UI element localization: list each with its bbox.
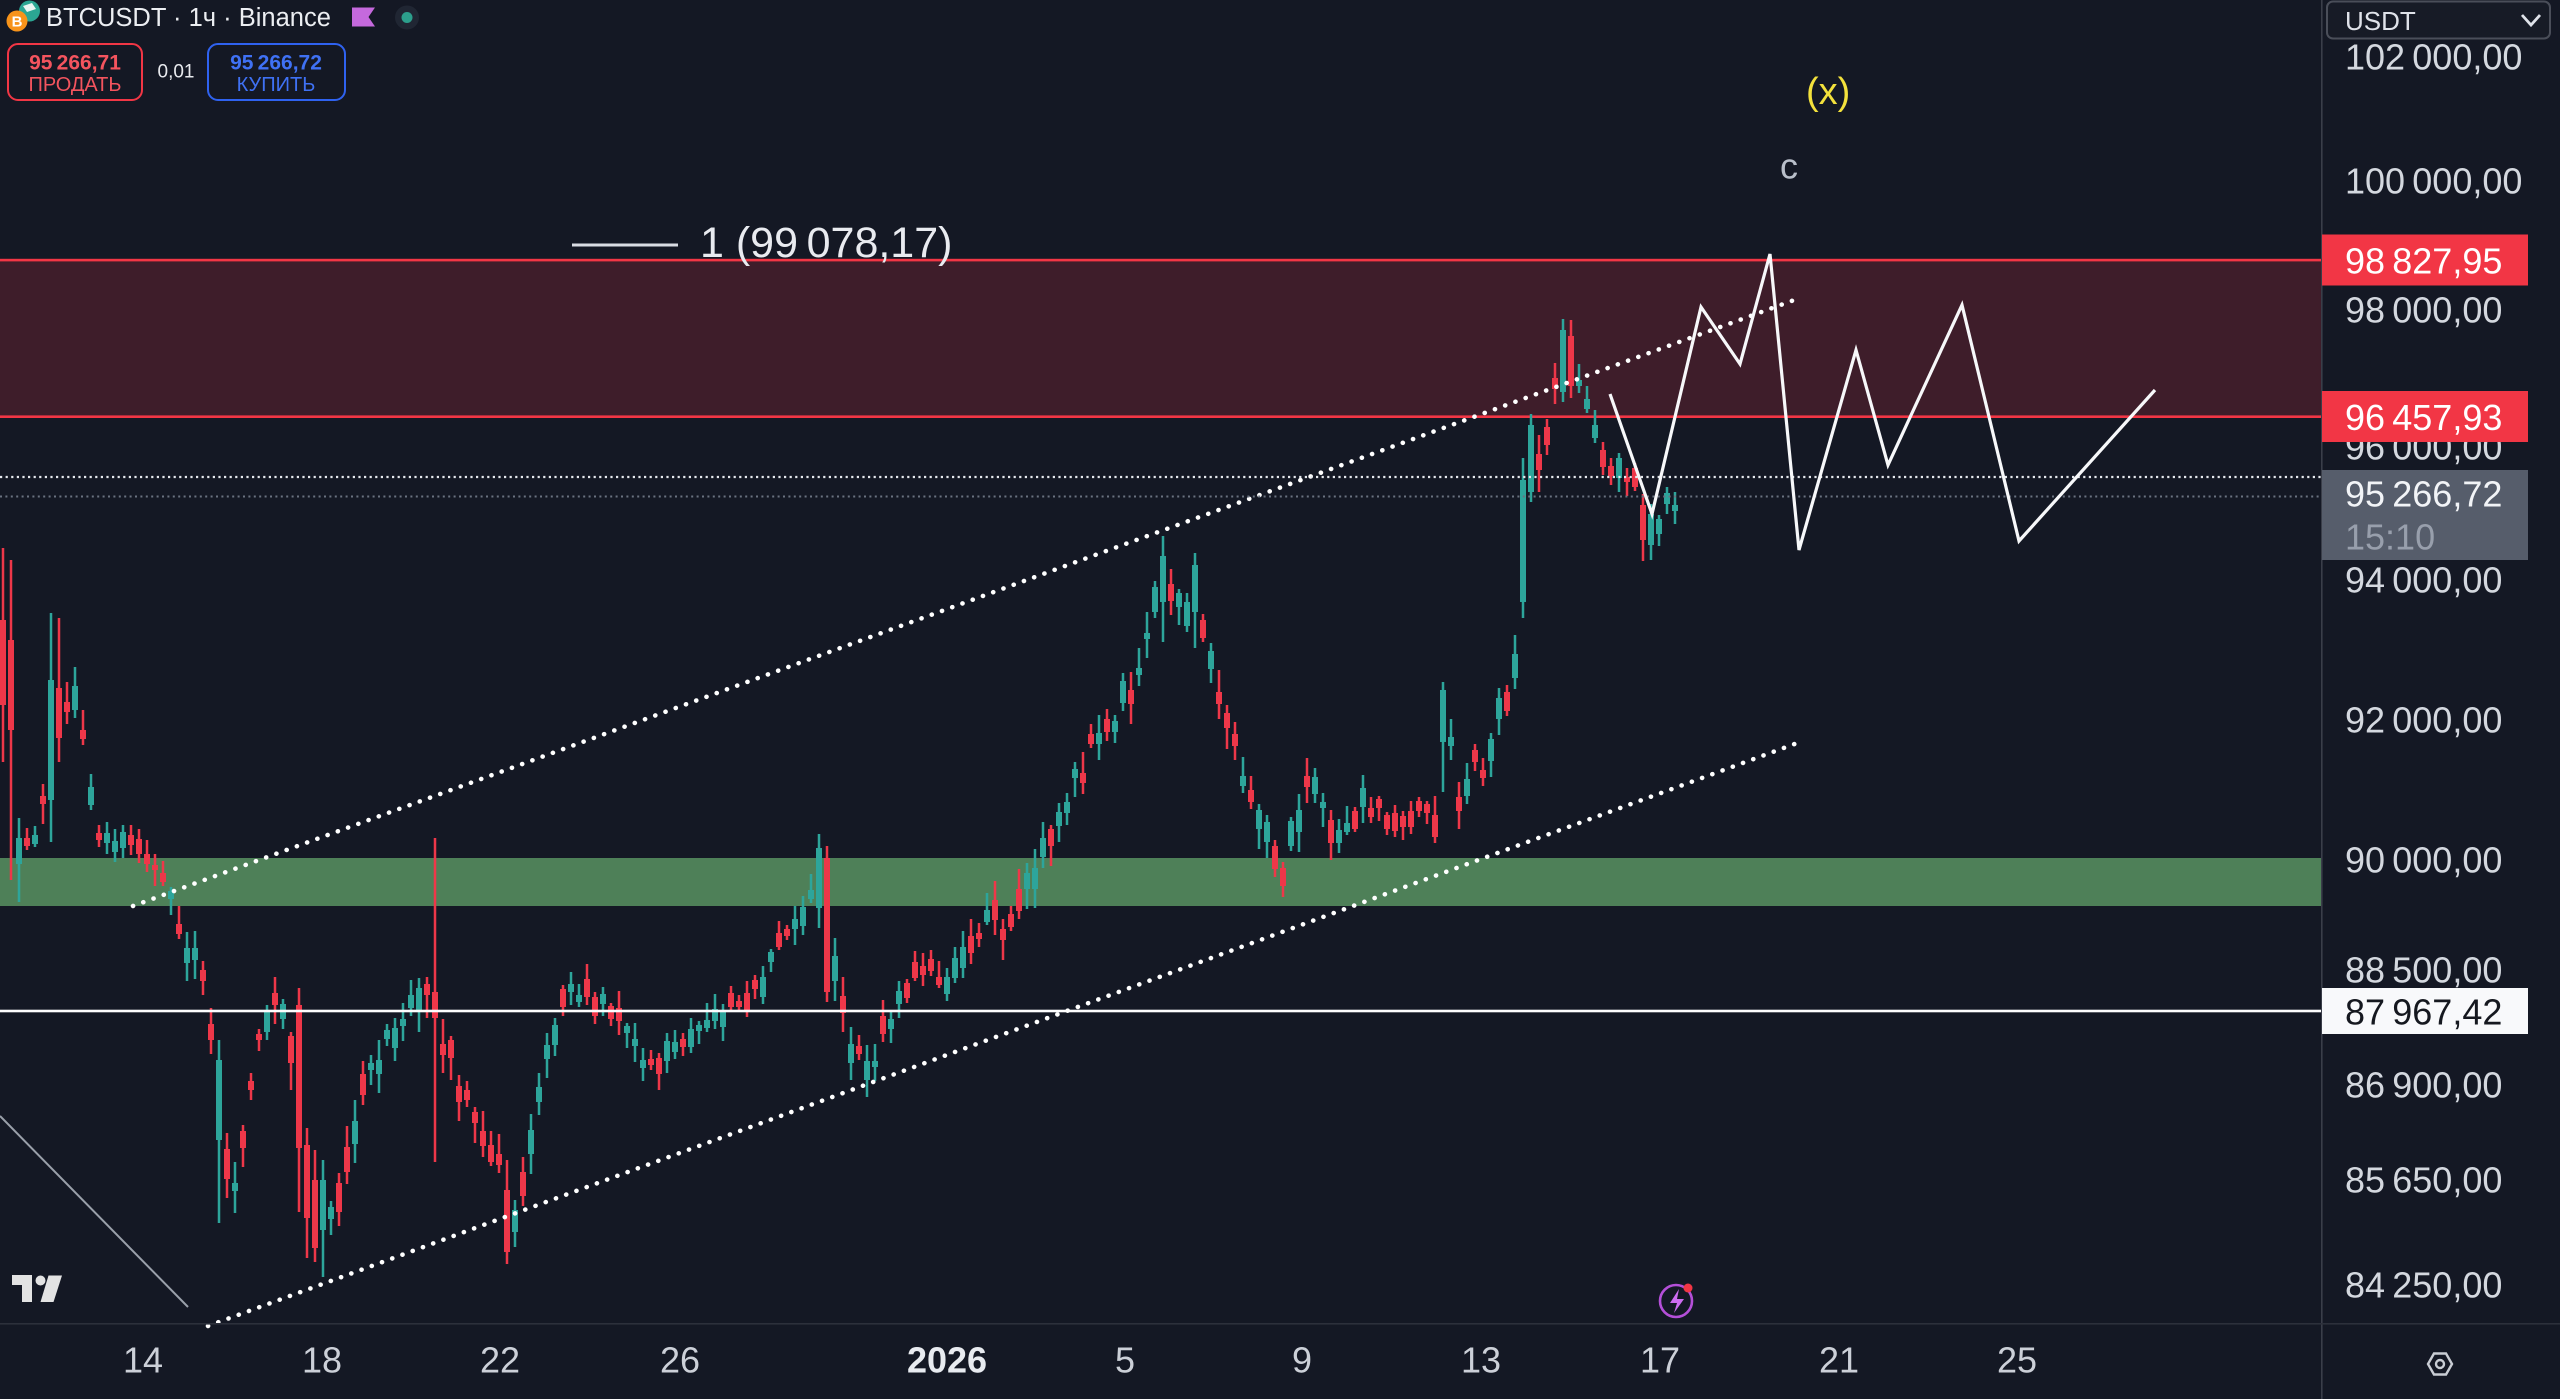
svg-text:B: B [12,14,23,31]
svg-text:9: 9 [1292,1340,1312,1381]
svg-text:КУПИТЬ: КУПИТЬ [237,74,316,96]
svg-text:13: 13 [1461,1340,1501,1381]
svg-text:5: 5 [1115,1340,1135,1381]
svg-text:100 000,00: 100 000,00 [2345,161,2522,202]
svg-text:1 (99 078,17): 1 (99 078,17) [700,219,952,267]
svg-text:102 000,00: 102 000,00 [2345,37,2522,78]
svg-text:USDT: USDT [2345,6,2416,36]
svg-text:94 000,00: 94 000,00 [2345,560,2502,601]
svg-text:15:10: 15:10 [2345,517,2435,558]
svg-text:(x): (x) [1806,71,1850,113]
svg-text:87 967,42: 87 967,42 [2345,992,2502,1033]
svg-text:88 500,00: 88 500,00 [2345,950,2502,991]
svg-text:c: c [1780,146,1798,187]
svg-text:25: 25 [1997,1340,2037,1381]
svg-text:21: 21 [1819,1340,1859,1381]
svg-text:ПРОДАТЬ: ПРОДАТЬ [28,74,121,96]
svg-text:98 000,00: 98 000,00 [2345,290,2502,331]
svg-text:95 266,71: 95 266,71 [29,52,121,75]
svg-text:14: 14 [123,1340,163,1381]
svg-text:18: 18 [302,1340,342,1381]
svg-text:98 827,95: 98 827,95 [2345,241,2502,282]
svg-text:17: 17 [1640,1340,1680,1381]
svg-text:22: 22 [480,1340,520,1381]
svg-text:0,01: 0,01 [158,62,195,83]
svg-text:86 900,00: 86 900,00 [2345,1065,2502,1106]
svg-text:92 000,00: 92 000,00 [2345,700,2502,741]
svg-text:95 266,72: 95 266,72 [230,52,322,75]
svg-text:BTCUSDT · 1ч · Binance: BTCUSDT · 1ч · Binance [46,4,331,32]
svg-text:84 250,00: 84 250,00 [2345,1265,2502,1306]
svg-text:90 000,00: 90 000,00 [2345,840,2502,881]
svg-text:2026: 2026 [907,1340,987,1381]
svg-text:95 266,72: 95 266,72 [2345,474,2502,515]
svg-text:26: 26 [660,1340,700,1381]
svg-text:85 650,00: 85 650,00 [2345,1160,2502,1201]
svg-text:96 457,93: 96 457,93 [2345,397,2502,438]
